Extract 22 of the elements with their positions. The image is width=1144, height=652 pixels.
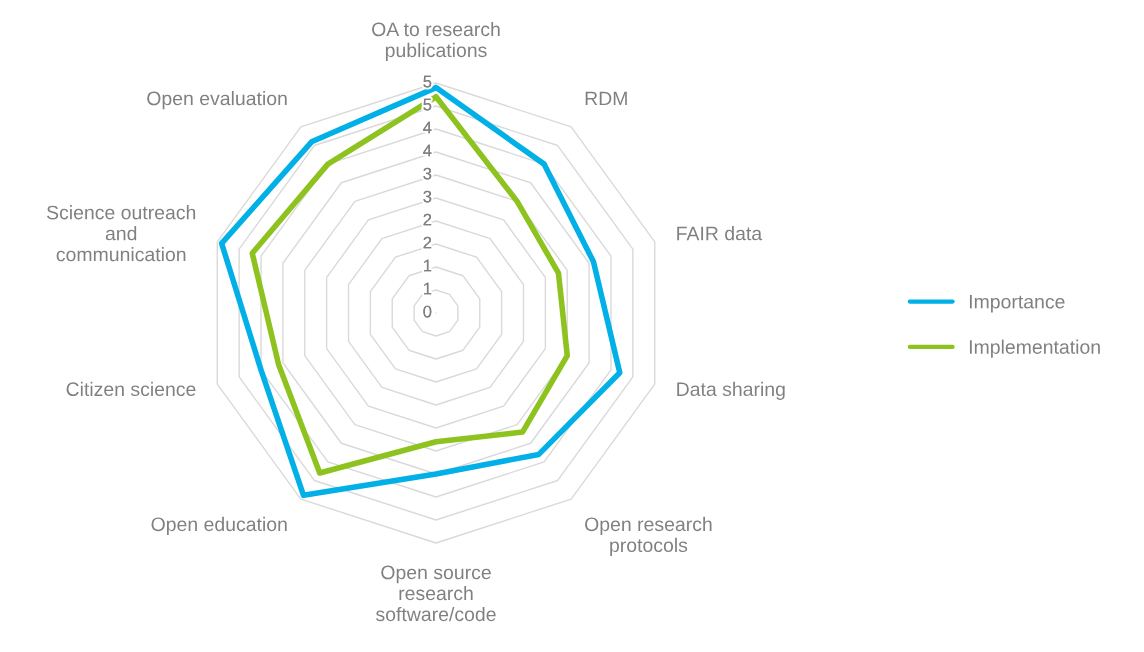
spoke-label: Open evaluation: [147, 91, 287, 110]
legend-label: Importance: [969, 294, 1065, 313]
legend-label: Implementation: [969, 339, 1100, 358]
spoke-label: FAIR data: [677, 226, 763, 241]
y-tick-label: 3: [423, 190, 432, 203]
spoke-label: Open education: [151, 516, 287, 535]
spoke-label: OA to research publications: [372, 21, 500, 61]
y-tick-label: 0: [423, 305, 432, 318]
y-tick-label: 1: [424, 259, 432, 272]
spoke-label: Open source research software/code: [376, 565, 496, 622]
spoke-label: Open research protocols: [585, 516, 712, 556]
y-tick-label: 1: [424, 282, 432, 295]
y-tick-label: 4: [423, 121, 432, 134]
spoke-label: RDM: [585, 91, 627, 106]
spoke-label: Science outreach and communication: [46, 205, 196, 262]
y-tick-label: 2: [423, 213, 432, 226]
y-tick-label: 4: [423, 144, 432, 157]
spoke-label: Data sharing: [677, 381, 785, 400]
y-tick-label: 5: [423, 75, 432, 88]
y-tick-label: 3: [423, 167, 432, 180]
y-tick-label: 2: [423, 236, 432, 249]
spoke-label: Citizen science: [66, 381, 196, 397]
